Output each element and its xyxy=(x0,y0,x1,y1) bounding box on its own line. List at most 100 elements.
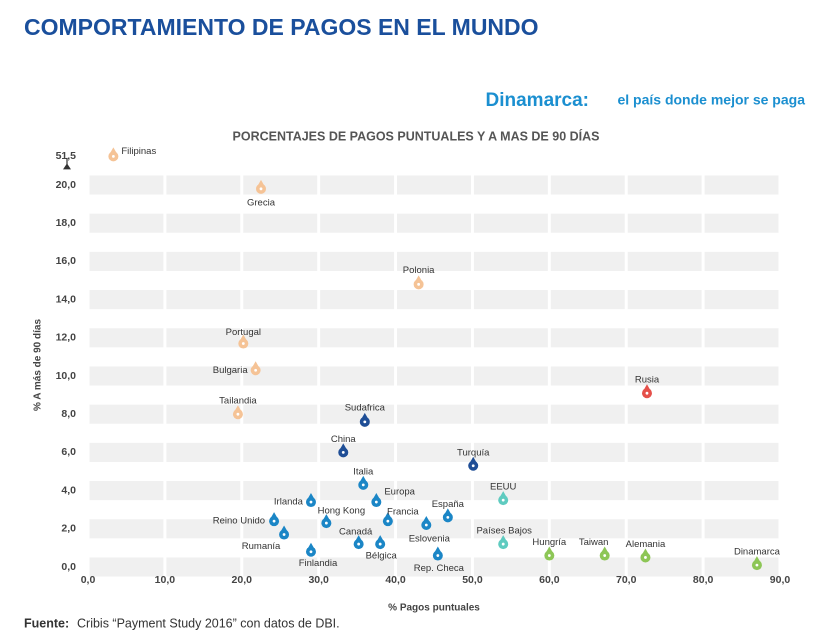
x-axis-title: % Pagos puntuales xyxy=(388,603,480,614)
point-dot xyxy=(471,464,475,468)
chart-title: PORCENTAJES DE PAGOS PUNTUALES Y A MAS D… xyxy=(233,128,600,143)
y-axis-title: % A más de 90 días xyxy=(33,319,44,412)
x-tick-label: 50,0 xyxy=(462,574,483,586)
grid-band xyxy=(88,557,780,577)
point-label: Canadá xyxy=(339,527,373,538)
point-label: Taiwan xyxy=(579,537,609,548)
point-dot xyxy=(374,500,378,504)
grid-band xyxy=(88,442,780,462)
point-label: Bélgica xyxy=(366,551,398,562)
y-tick-label: 10,0 xyxy=(56,370,77,382)
x-tick-label: 80,0 xyxy=(693,574,714,586)
point-dot xyxy=(357,542,361,546)
grid-band xyxy=(88,290,780,310)
point-dot xyxy=(424,523,428,527)
point-label: Filipinas xyxy=(121,146,156,157)
point-label: Europa xyxy=(384,487,415,498)
point-label: Grecia xyxy=(247,197,276,208)
point-label: Hungría xyxy=(532,537,567,548)
point-label: Turquía xyxy=(457,447,490,458)
page-title: COMPORTAMIENTO DE PAGOS EN EL MUNDO xyxy=(24,14,539,40)
point-dot xyxy=(324,521,328,525)
point-dot xyxy=(446,515,450,519)
point-dot xyxy=(417,282,421,286)
point-dot xyxy=(341,451,345,454)
point-label: Portugal xyxy=(226,327,261,338)
y-tick-label: 8,0 xyxy=(61,408,76,420)
point-dot xyxy=(272,519,276,523)
point-dot xyxy=(378,542,382,546)
point-label: Rusia xyxy=(635,375,660,386)
point-label: Irlanda xyxy=(274,497,304,508)
y-tick-label: 4,0 xyxy=(61,484,76,496)
point-dot xyxy=(363,420,367,424)
y-tick-label: 16,0 xyxy=(56,255,77,267)
y-tick-label: 51,5 xyxy=(56,150,77,162)
grid xyxy=(86,173,782,577)
source-text: Cribis “Payment Study 2016” con datos de… xyxy=(77,616,340,630)
point-dot xyxy=(645,391,649,395)
point-label: Eslovenia xyxy=(409,533,451,544)
point-dot xyxy=(309,550,313,554)
point-dot xyxy=(282,533,286,536)
point-label: Finlandia xyxy=(299,558,338,569)
y-tick-label: 18,0 xyxy=(56,217,77,229)
x-tick-label: 30,0 xyxy=(308,574,329,586)
point-label: Rep. Checa xyxy=(414,563,465,574)
point-label: Alemania xyxy=(626,539,666,550)
point-label: Rumanía xyxy=(242,541,281,552)
x-tick-label: 0,0 xyxy=(81,574,96,586)
y-tick-label: 14,0 xyxy=(56,293,77,305)
x-tick-label: 20,0 xyxy=(232,574,253,586)
grid-band xyxy=(88,328,780,348)
x-tick-label: 60,0 xyxy=(539,574,560,586)
point-label: Hong Kong xyxy=(318,506,366,517)
y-tick-label: 20,0 xyxy=(56,179,77,191)
x-tick-label: 40,0 xyxy=(385,574,406,586)
grid-band xyxy=(88,213,780,233)
highlight-text: el país donde mejor se paga xyxy=(617,92,805,108)
grid-band xyxy=(88,251,780,271)
point-label: España xyxy=(432,499,465,510)
point-dot xyxy=(111,154,115,158)
point-label: Francia xyxy=(387,507,419,518)
point-dot xyxy=(603,554,607,557)
grid-band xyxy=(88,404,780,424)
point-dot xyxy=(501,498,505,502)
grid-band xyxy=(88,481,780,501)
marks: Filipinas Grecia Polonia Portugal Bulgaria Ta… xyxy=(108,146,781,574)
point-dot xyxy=(755,563,759,567)
point-label: Italia xyxy=(353,466,374,477)
point-label: Bulgaria xyxy=(213,365,249,376)
point-dot xyxy=(386,519,390,523)
point-dot xyxy=(644,556,647,559)
y-tick-label: 2,0 xyxy=(61,523,76,535)
point-dot xyxy=(436,554,440,557)
y-tick-label: 6,0 xyxy=(61,446,76,458)
point-label: Países Bajos xyxy=(476,526,532,537)
y-tick-label: 12,0 xyxy=(56,332,77,344)
point-label: Reino Unido xyxy=(213,516,265,527)
point-dot xyxy=(501,542,505,546)
x-tick-label: 90,0 xyxy=(770,574,791,586)
point-label: EEUU xyxy=(490,482,517,493)
x-tick-label: 10,0 xyxy=(155,574,176,586)
axis-break-arrowhead xyxy=(63,163,71,170)
point-dot xyxy=(259,187,263,191)
point-label: Tailandia xyxy=(219,396,257,407)
point-dot xyxy=(254,368,258,372)
source-label: Fuente: xyxy=(24,616,69,630)
point-label: Dinamarca xyxy=(734,547,781,558)
grid-band xyxy=(88,175,780,195)
point-label: Sudafrica xyxy=(345,402,386,413)
highlight: Dinamarca: xyxy=(486,90,590,111)
point-dot xyxy=(547,554,551,557)
y-tick-label: 0,0 xyxy=(61,561,76,573)
point-dot xyxy=(309,500,313,504)
point-dot xyxy=(241,342,245,345)
point-dot xyxy=(236,412,240,416)
point-label: Polonia xyxy=(403,265,435,276)
x-tick-label: 70,0 xyxy=(616,574,637,586)
grid-band xyxy=(88,519,780,539)
